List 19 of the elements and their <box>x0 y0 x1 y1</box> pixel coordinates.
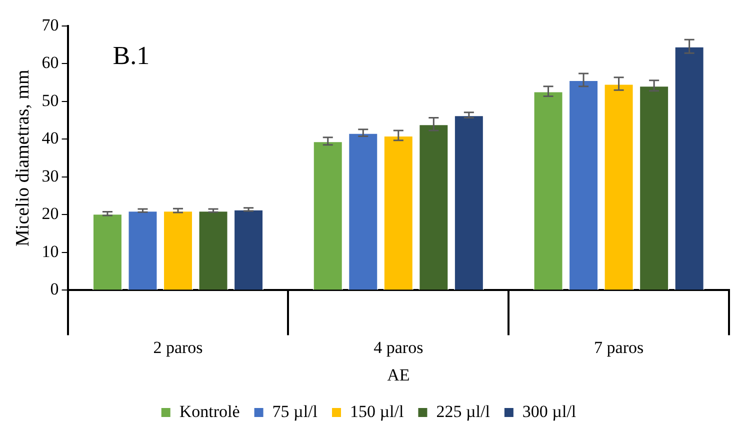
x-axis-title: AE <box>387 365 410 384</box>
y-tick-label: 0 <box>50 280 59 299</box>
y-tick-label: 70 <box>42 15 59 34</box>
y-tick-label: 20 <box>42 204 59 224</box>
text: B.1 <box>112 40 150 70</box>
y-tick-label: 40 <box>42 128 59 148</box>
legend-label: 225 µl/l <box>436 402 490 421</box>
legend-label: Kontrolė <box>179 402 240 421</box>
legend-label: 75 µl/l <box>272 402 318 421</box>
y-tick-label: 60 <box>42 53 59 72</box>
legend-label: 150 µl/l <box>350 402 404 421</box>
x-tick-label: 2 paros <box>153 338 203 357</box>
y-tick-label: 10 <box>42 242 59 261</box>
y-tick-label: 50 <box>42 90 59 110</box>
legend-label: 300 µl/l <box>522 402 576 421</box>
y-axis-title: Micelio diametras, mm <box>12 70 34 246</box>
y-tick-label: 30 <box>42 166 59 186</box>
x-tick-label: 7 paros <box>594 338 644 357</box>
x-tick-label: 4 paros <box>374 338 424 357</box>
